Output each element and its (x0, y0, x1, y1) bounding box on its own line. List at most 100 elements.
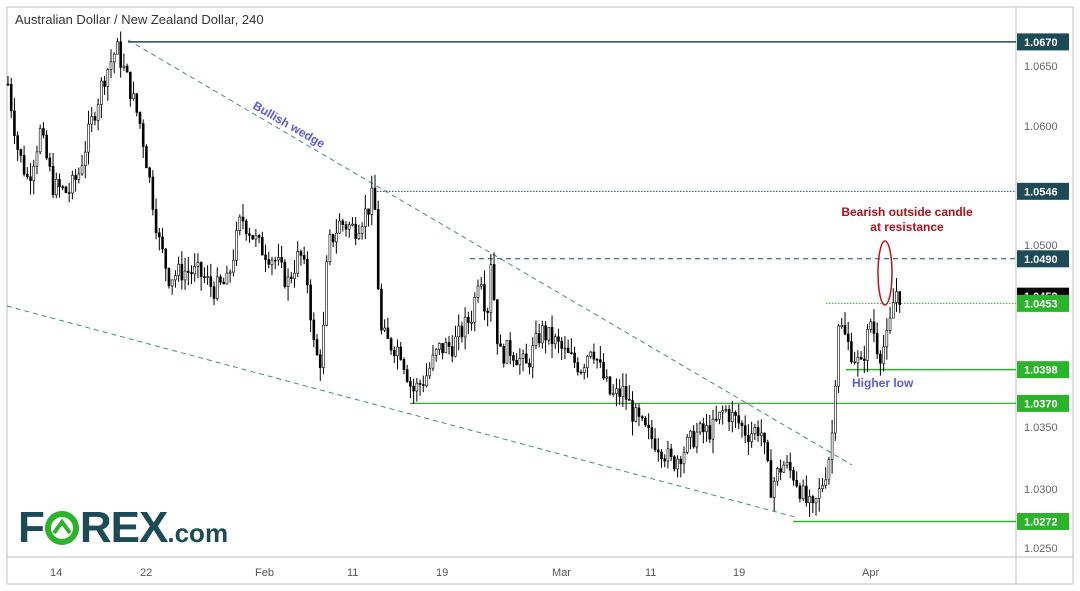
candle-body (888, 317, 892, 331)
candle-body (534, 333, 538, 347)
candle-body (834, 385, 837, 434)
candle-body (811, 496, 815, 504)
candle-body (743, 425, 747, 436)
price-badge-1-0670 (1017, 33, 1069, 51)
forex-logo: F REX.com (18, 503, 229, 552)
candle-body (180, 263, 184, 281)
candle-body (338, 220, 341, 234)
candle-body (270, 259, 274, 265)
candle-body (335, 232, 338, 243)
candle-body (58, 179, 61, 188)
candle-body (528, 362, 531, 368)
x-tick-label: 11 (645, 567, 656, 579)
candle-body (405, 369, 409, 382)
candle-body (891, 302, 895, 319)
candle-body (315, 339, 319, 356)
candle-body (29, 176, 32, 181)
higher-low-annotation: Higher low (852, 376, 914, 390)
candle-body (634, 407, 638, 422)
candle-body (309, 284, 312, 321)
candle-body (421, 384, 425, 387)
candle-body (656, 449, 660, 453)
plot-frame (6, 6, 1074, 585)
candle-body (879, 353, 882, 364)
candle-body (750, 433, 753, 443)
candle-body (685, 436, 689, 453)
candle-body (605, 376, 609, 379)
candle-body (322, 324, 325, 368)
candle-body (347, 224, 351, 230)
candle-body (782, 464, 786, 473)
candle-body (589, 351, 592, 357)
candle-body (460, 325, 464, 338)
candle-body (821, 485, 824, 489)
candle-body (682, 452, 686, 465)
candle-body (402, 359, 406, 370)
bearish-annotation-line2: at resistance (870, 220, 944, 234)
candle-body (77, 173, 81, 180)
candle-body (505, 340, 509, 364)
candle-body (273, 259, 277, 262)
candle-body (508, 340, 512, 356)
candle-body (679, 458, 683, 465)
candle-body (479, 284, 483, 287)
candle-body (161, 236, 164, 250)
candle-body (850, 341, 853, 363)
candle-body (676, 458, 679, 470)
candle-body (618, 388, 621, 397)
candle-body (135, 93, 139, 113)
candle-body (628, 399, 631, 401)
candle-body (196, 262, 200, 267)
candle-body (367, 208, 370, 215)
candle-body (328, 234, 332, 263)
candle-body (286, 276, 290, 287)
candle-body (840, 325, 844, 327)
candle-body (798, 485, 802, 499)
candle-body (351, 223, 354, 226)
candle-body (573, 352, 576, 363)
candle-body (756, 427, 760, 437)
candle-body (183, 270, 187, 281)
candle-body (441, 343, 444, 354)
candle-body (673, 456, 676, 470)
candle-body (454, 336, 457, 357)
candle-body (132, 93, 135, 100)
candle-body (772, 480, 776, 498)
candle-body (467, 316, 470, 323)
candle-body (434, 349, 438, 356)
candle-body (489, 264, 493, 313)
candle-body (32, 165, 36, 181)
candle-body (763, 432, 766, 443)
candle-body (563, 347, 567, 350)
candle-body (6, 83, 10, 86)
candle-body (496, 299, 499, 345)
candle-body (473, 296, 477, 323)
candle-body (476, 285, 480, 298)
y-tick-label: 1.0250 (1024, 543, 1058, 555)
candle-body (499, 343, 502, 347)
candle-body (106, 69, 110, 87)
candle-body (331, 234, 335, 243)
candle-body (238, 216, 242, 231)
candle-body (608, 376, 612, 395)
candle-body (51, 166, 55, 196)
candle-body (177, 263, 180, 276)
candle-body (203, 276, 206, 278)
candle-body (486, 310, 489, 313)
y-tick-label: 1.0600 (1024, 121, 1058, 133)
x-tick-label: Feb (255, 567, 274, 579)
candle-body (257, 235, 261, 238)
candle-body (399, 346, 403, 360)
candle-body (299, 251, 303, 256)
candle-body (145, 146, 148, 169)
candle-body (457, 325, 460, 338)
candle-body (241, 216, 245, 222)
candle-body (100, 80, 103, 105)
candle-body (19, 149, 23, 156)
candle-body (215, 276, 219, 299)
candle-body (380, 288, 383, 331)
candle-body (541, 325, 544, 344)
candle-body (164, 248, 168, 269)
candle-body (863, 358, 866, 361)
wedge-lower-trendline (6, 305, 796, 518)
